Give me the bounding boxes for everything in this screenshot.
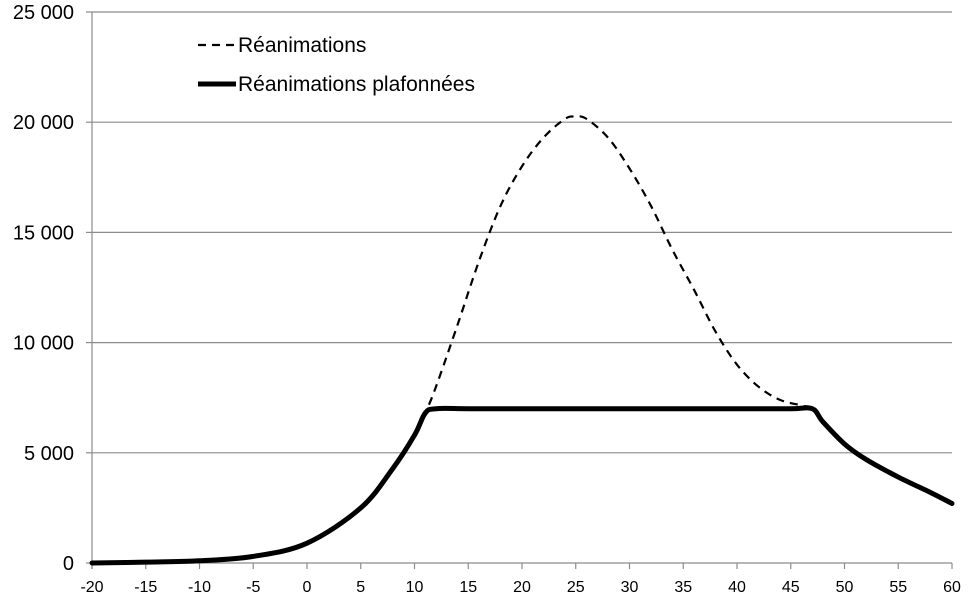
x-tick-label: -20: [80, 579, 103, 596]
x-tick-labels: -20 -15 -10 -5 0 5 10 15 20 25 30 35 40 45 50 55 60: [80, 579, 961, 596]
x-tick-label: 55: [889, 579, 907, 596]
y-tick-label: 25 000: [13, 2, 74, 24]
series-line-reanimations: [91, 115, 953, 565]
legend: Réanimations Réanimations plafonnées: [198, 34, 475, 96]
y-tick-label: 15 000: [13, 222, 74, 244]
x-tick-label: -10: [188, 579, 211, 596]
y-tick-label: 20 000: [13, 112, 74, 134]
legend-label-reanimations: Réanimations: [238, 34, 366, 57]
x-tick-label: 15: [459, 579, 477, 596]
x-tick-label: 50: [836, 579, 854, 596]
series-lines: [89, 115, 955, 566]
x-tick-label: 30: [621, 579, 639, 596]
y-tick-labels: 0 5 000 10 000 15 000 20 000 25 000: [13, 2, 74, 575]
x-tick-label: 20: [513, 579, 531, 596]
series-line-reanimations-plafonnees: [89, 405, 955, 566]
x-tick-label: -15: [134, 579, 157, 596]
y-tick-label: 10 000: [13, 333, 74, 355]
x-tick-label: 0: [303, 579, 312, 596]
axes: [86, 11, 953, 569]
x-tick-label: 60: [943, 579, 961, 596]
x-tick-label: 45: [782, 579, 800, 596]
x-tick-label: -5: [246, 579, 260, 596]
y-tick-label: 5 000: [24, 443, 74, 465]
gridlines: [92, 11, 952, 454]
x-tick-label: 40: [728, 579, 746, 596]
legend-label-reanimations-plafonnees: Réanimations plafonnées: [238, 73, 475, 96]
x-tick-label: 35: [674, 579, 692, 596]
x-tick-label: 5: [356, 579, 365, 596]
x-tick-label: 25: [567, 579, 585, 596]
x-tick-label: 10: [406, 579, 424, 596]
y-tick-label: 0: [63, 553, 74, 575]
